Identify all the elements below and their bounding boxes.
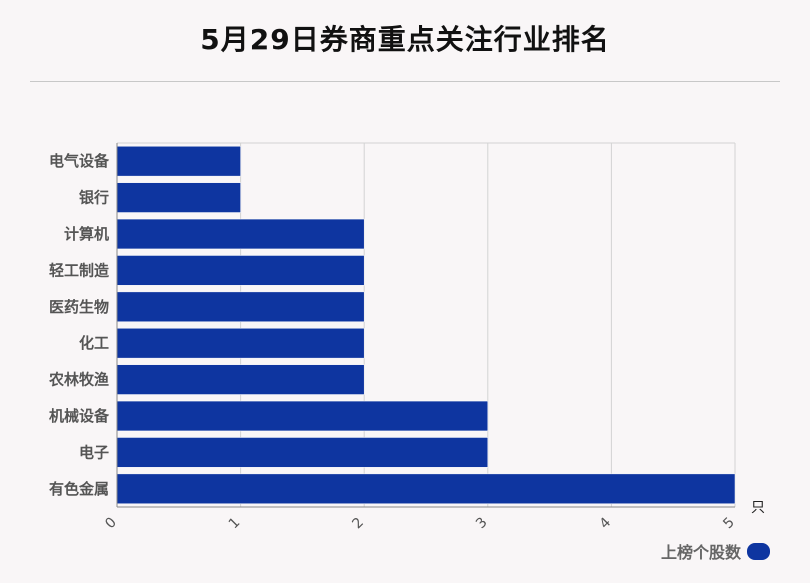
bar	[116, 437, 489, 468]
x-tick-label: 3	[473, 515, 491, 533]
bar	[116, 291, 365, 322]
x-tick-label: 2	[349, 515, 367, 533]
bar	[116, 218, 365, 250]
bar	[116, 400, 489, 432]
x-unit-label: 只	[751, 500, 765, 516]
bar	[116, 328, 365, 359]
bar	[116, 146, 241, 177]
category-label: 计算机	[64, 225, 109, 243]
category-label: 化工	[79, 334, 109, 352]
legend[interactable]: 上榜个股数	[661, 539, 771, 563]
bar	[116, 255, 365, 286]
x-tick-label: 5	[720, 515, 738, 533]
category-label: 轻工制造	[49, 261, 109, 279]
legend-label: 上榜个股数	[661, 543, 742, 562]
bar	[116, 473, 736, 504]
category-label: 电子	[79, 443, 109, 461]
category-label: 有色金属	[49, 480, 109, 498]
category-label: 农林牧渔	[48, 371, 109, 389]
x-tick-label: 4	[597, 514, 615, 532]
chart-title: 5月29日券商重点关注行业排名	[200, 23, 610, 56]
bar	[116, 182, 241, 213]
category-label: 银行	[79, 189, 109, 207]
category-label: 医药生物	[49, 298, 109, 316]
title-divider	[30, 81, 780, 82]
x-tick-label: 1	[226, 515, 244, 533]
bar	[116, 364, 365, 395]
category-label: 机械设备	[49, 407, 110, 425]
legend-swatch	[747, 542, 771, 560]
category-label: 电气设备	[49, 152, 110, 170]
x-tick-label: 0	[102, 515, 120, 533]
